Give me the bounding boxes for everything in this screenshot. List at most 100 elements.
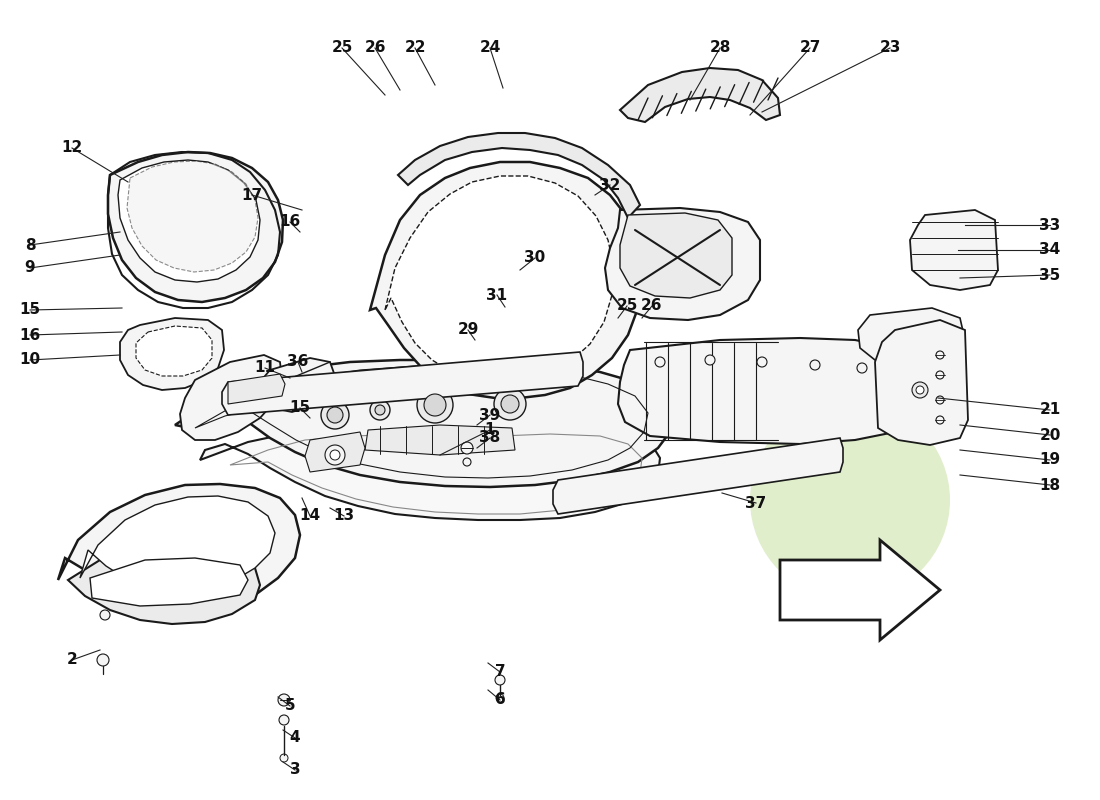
Circle shape: [757, 357, 767, 367]
Polygon shape: [260, 358, 336, 412]
Circle shape: [100, 610, 110, 620]
Text: 36: 36: [287, 354, 309, 370]
Text: 29: 29: [458, 322, 478, 338]
Text: 28: 28: [710, 41, 730, 55]
Text: 24: 24: [480, 41, 501, 55]
Polygon shape: [222, 352, 583, 415]
Circle shape: [278, 694, 290, 706]
Circle shape: [936, 416, 944, 424]
Text: a quality parts since 1995: a quality parts since 1995: [262, 435, 659, 465]
Text: 20: 20: [1040, 427, 1060, 442]
Polygon shape: [620, 213, 732, 298]
Polygon shape: [120, 318, 224, 390]
Circle shape: [494, 388, 526, 420]
Circle shape: [417, 387, 453, 423]
Text: 22: 22: [405, 41, 426, 55]
Text: 21: 21: [1040, 402, 1060, 418]
Text: 27: 27: [800, 41, 821, 55]
Circle shape: [330, 450, 340, 460]
Text: 10: 10: [20, 353, 41, 367]
Text: 30: 30: [525, 250, 546, 266]
Polygon shape: [910, 210, 998, 290]
Polygon shape: [305, 432, 365, 472]
Circle shape: [500, 395, 519, 413]
Circle shape: [857, 363, 867, 373]
Polygon shape: [780, 540, 940, 640]
Circle shape: [936, 351, 944, 359]
Polygon shape: [108, 152, 283, 302]
Text: 37: 37: [746, 495, 767, 510]
Circle shape: [424, 394, 446, 416]
Circle shape: [321, 401, 349, 429]
Text: 12: 12: [62, 141, 82, 155]
Text: 17: 17: [241, 187, 263, 202]
Polygon shape: [618, 338, 935, 444]
Polygon shape: [90, 558, 248, 606]
Circle shape: [97, 654, 109, 666]
Text: 14: 14: [299, 509, 320, 523]
Circle shape: [750, 400, 950, 600]
Text: 5: 5: [285, 698, 295, 714]
Text: 38: 38: [480, 430, 501, 446]
Text: 16: 16: [279, 214, 300, 230]
Text: 19: 19: [1040, 453, 1060, 467]
Polygon shape: [68, 544, 260, 624]
Polygon shape: [136, 326, 212, 376]
Text: 39: 39: [480, 407, 501, 422]
Text: 23: 23: [879, 41, 901, 55]
Circle shape: [705, 355, 715, 365]
Circle shape: [912, 382, 928, 398]
Circle shape: [461, 442, 473, 454]
Circle shape: [327, 407, 343, 423]
Text: 32: 32: [600, 178, 620, 193]
Text: 13: 13: [333, 509, 354, 523]
Polygon shape: [200, 428, 660, 520]
Text: 9: 9: [24, 261, 35, 275]
Text: 16: 16: [20, 327, 41, 342]
Circle shape: [370, 400, 390, 420]
Circle shape: [936, 371, 944, 379]
Circle shape: [654, 357, 666, 367]
Circle shape: [495, 675, 505, 685]
Text: 7: 7: [495, 665, 505, 679]
Polygon shape: [180, 355, 282, 440]
Circle shape: [324, 445, 345, 465]
Polygon shape: [398, 133, 640, 218]
Circle shape: [916, 386, 924, 394]
Text: eurospares: eurospares: [206, 361, 715, 439]
Circle shape: [936, 396, 944, 404]
Polygon shape: [620, 68, 780, 122]
Polygon shape: [370, 162, 642, 398]
Circle shape: [280, 754, 288, 762]
Circle shape: [463, 458, 471, 466]
Polygon shape: [126, 161, 258, 272]
Text: 35: 35: [1040, 267, 1060, 282]
Text: 11: 11: [254, 361, 275, 375]
Text: 4: 4: [289, 730, 300, 746]
Text: 31: 31: [486, 287, 507, 302]
Circle shape: [810, 360, 820, 370]
Text: 2: 2: [67, 653, 77, 667]
Text: 15: 15: [20, 302, 41, 318]
Text: 26: 26: [364, 41, 386, 55]
Circle shape: [279, 715, 289, 725]
Text: 3: 3: [289, 762, 300, 778]
Text: 1: 1: [485, 422, 495, 438]
Text: 6: 6: [495, 693, 505, 707]
Text: 34: 34: [1040, 242, 1060, 258]
Polygon shape: [365, 425, 515, 455]
Polygon shape: [553, 438, 843, 514]
Polygon shape: [228, 374, 285, 404]
Polygon shape: [80, 496, 275, 591]
Text: 33: 33: [1040, 218, 1060, 233]
Text: 15: 15: [289, 401, 310, 415]
Polygon shape: [118, 160, 260, 282]
Text: 26: 26: [641, 298, 662, 314]
Text: 18: 18: [1040, 478, 1060, 493]
Polygon shape: [385, 176, 614, 382]
Polygon shape: [58, 484, 300, 608]
Text: 25: 25: [616, 298, 638, 314]
Circle shape: [496, 694, 504, 702]
Polygon shape: [874, 320, 968, 445]
Text: 8: 8: [24, 238, 35, 253]
